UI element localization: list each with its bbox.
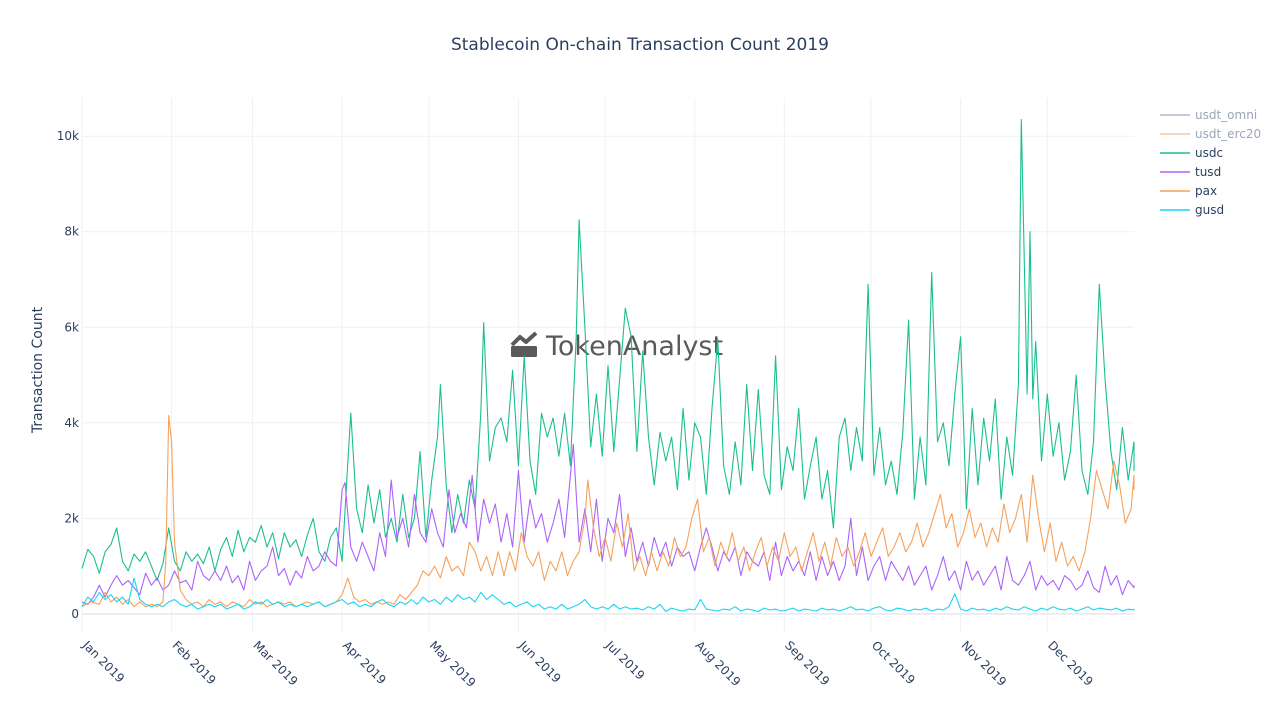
series-lines bbox=[81, 118, 1135, 613]
y-tick-label: 2k bbox=[64, 511, 79, 525]
y-axis-title: Transaction Count bbox=[30, 306, 46, 434]
legend-label: usdt_erc20 bbox=[1195, 127, 1261, 141]
x-tick-label: May 2019 bbox=[427, 638, 479, 690]
y-tick-label: 8k bbox=[64, 225, 79, 239]
legend-item-usdt_omni[interactable]: usdt_omni bbox=[1160, 108, 1257, 122]
legend-item-gusd[interactable]: gusd bbox=[1160, 203, 1224, 217]
y-tick-label: 10k bbox=[57, 129, 79, 143]
x-tick-label: Apr 2019 bbox=[340, 638, 389, 687]
legend-item-usdt_erc20[interactable]: usdt_erc20 bbox=[1160, 127, 1261, 141]
x-tick-label: Jul 2019 bbox=[602, 638, 647, 683]
series-line-tusd bbox=[81, 443, 1135, 605]
y-tick-label: 4k bbox=[64, 416, 79, 430]
legend-item-tusd[interactable]: tusd bbox=[1160, 165, 1221, 179]
x-tick-label: Nov 2019 bbox=[958, 638, 1009, 689]
y-axis-ticks: 0 2k 4k 6k 8k 10k bbox=[57, 129, 79, 621]
x-tick-label: Dec 2019 bbox=[1045, 638, 1096, 689]
x-tick-label: Aug 2019 bbox=[693, 638, 744, 689]
legend-label: usdc bbox=[1195, 146, 1223, 160]
x-tick-label: Oct 2019 bbox=[869, 638, 918, 687]
chart-title: Stablecoin On-chain Transaction Count 20… bbox=[451, 35, 829, 55]
watermark: TokenAnalyst bbox=[510, 331, 723, 362]
series-line-pax bbox=[81, 415, 1135, 608]
x-tick-label: Jun 2019 bbox=[516, 638, 564, 686]
legend-item-pax[interactable]: pax bbox=[1160, 184, 1217, 198]
legend-label: gusd bbox=[1195, 203, 1224, 217]
legend-label: usdt_omni bbox=[1195, 108, 1257, 122]
legend-label: tusd bbox=[1195, 165, 1221, 179]
series-line-usdc bbox=[81, 118, 1135, 581]
legend-item-usdc[interactable]: usdc bbox=[1160, 146, 1223, 160]
y-tick-label: 6k bbox=[64, 320, 79, 334]
x-tick-label: Sep 2019 bbox=[782, 638, 832, 688]
watermark-logo-icon bbox=[511, 346, 537, 357]
x-tick-label: Jan 2019 bbox=[79, 638, 127, 686]
x-axis-ticks: Jan 2019 Feb 2019 Mar 2019 Apr 2019 May 2019… bbox=[79, 638, 1096, 690]
x-tick-label: Mar 2019 bbox=[250, 638, 300, 688]
watermark-text: TokenAnalyst bbox=[545, 331, 723, 362]
legend-label: pax bbox=[1195, 184, 1217, 198]
series-line-gusd bbox=[81, 577, 1135, 613]
trend-icon bbox=[510, 331, 538, 347]
x-tick-label: Feb 2019 bbox=[169, 638, 218, 687]
y-tick-label: 0 bbox=[71, 607, 79, 621]
